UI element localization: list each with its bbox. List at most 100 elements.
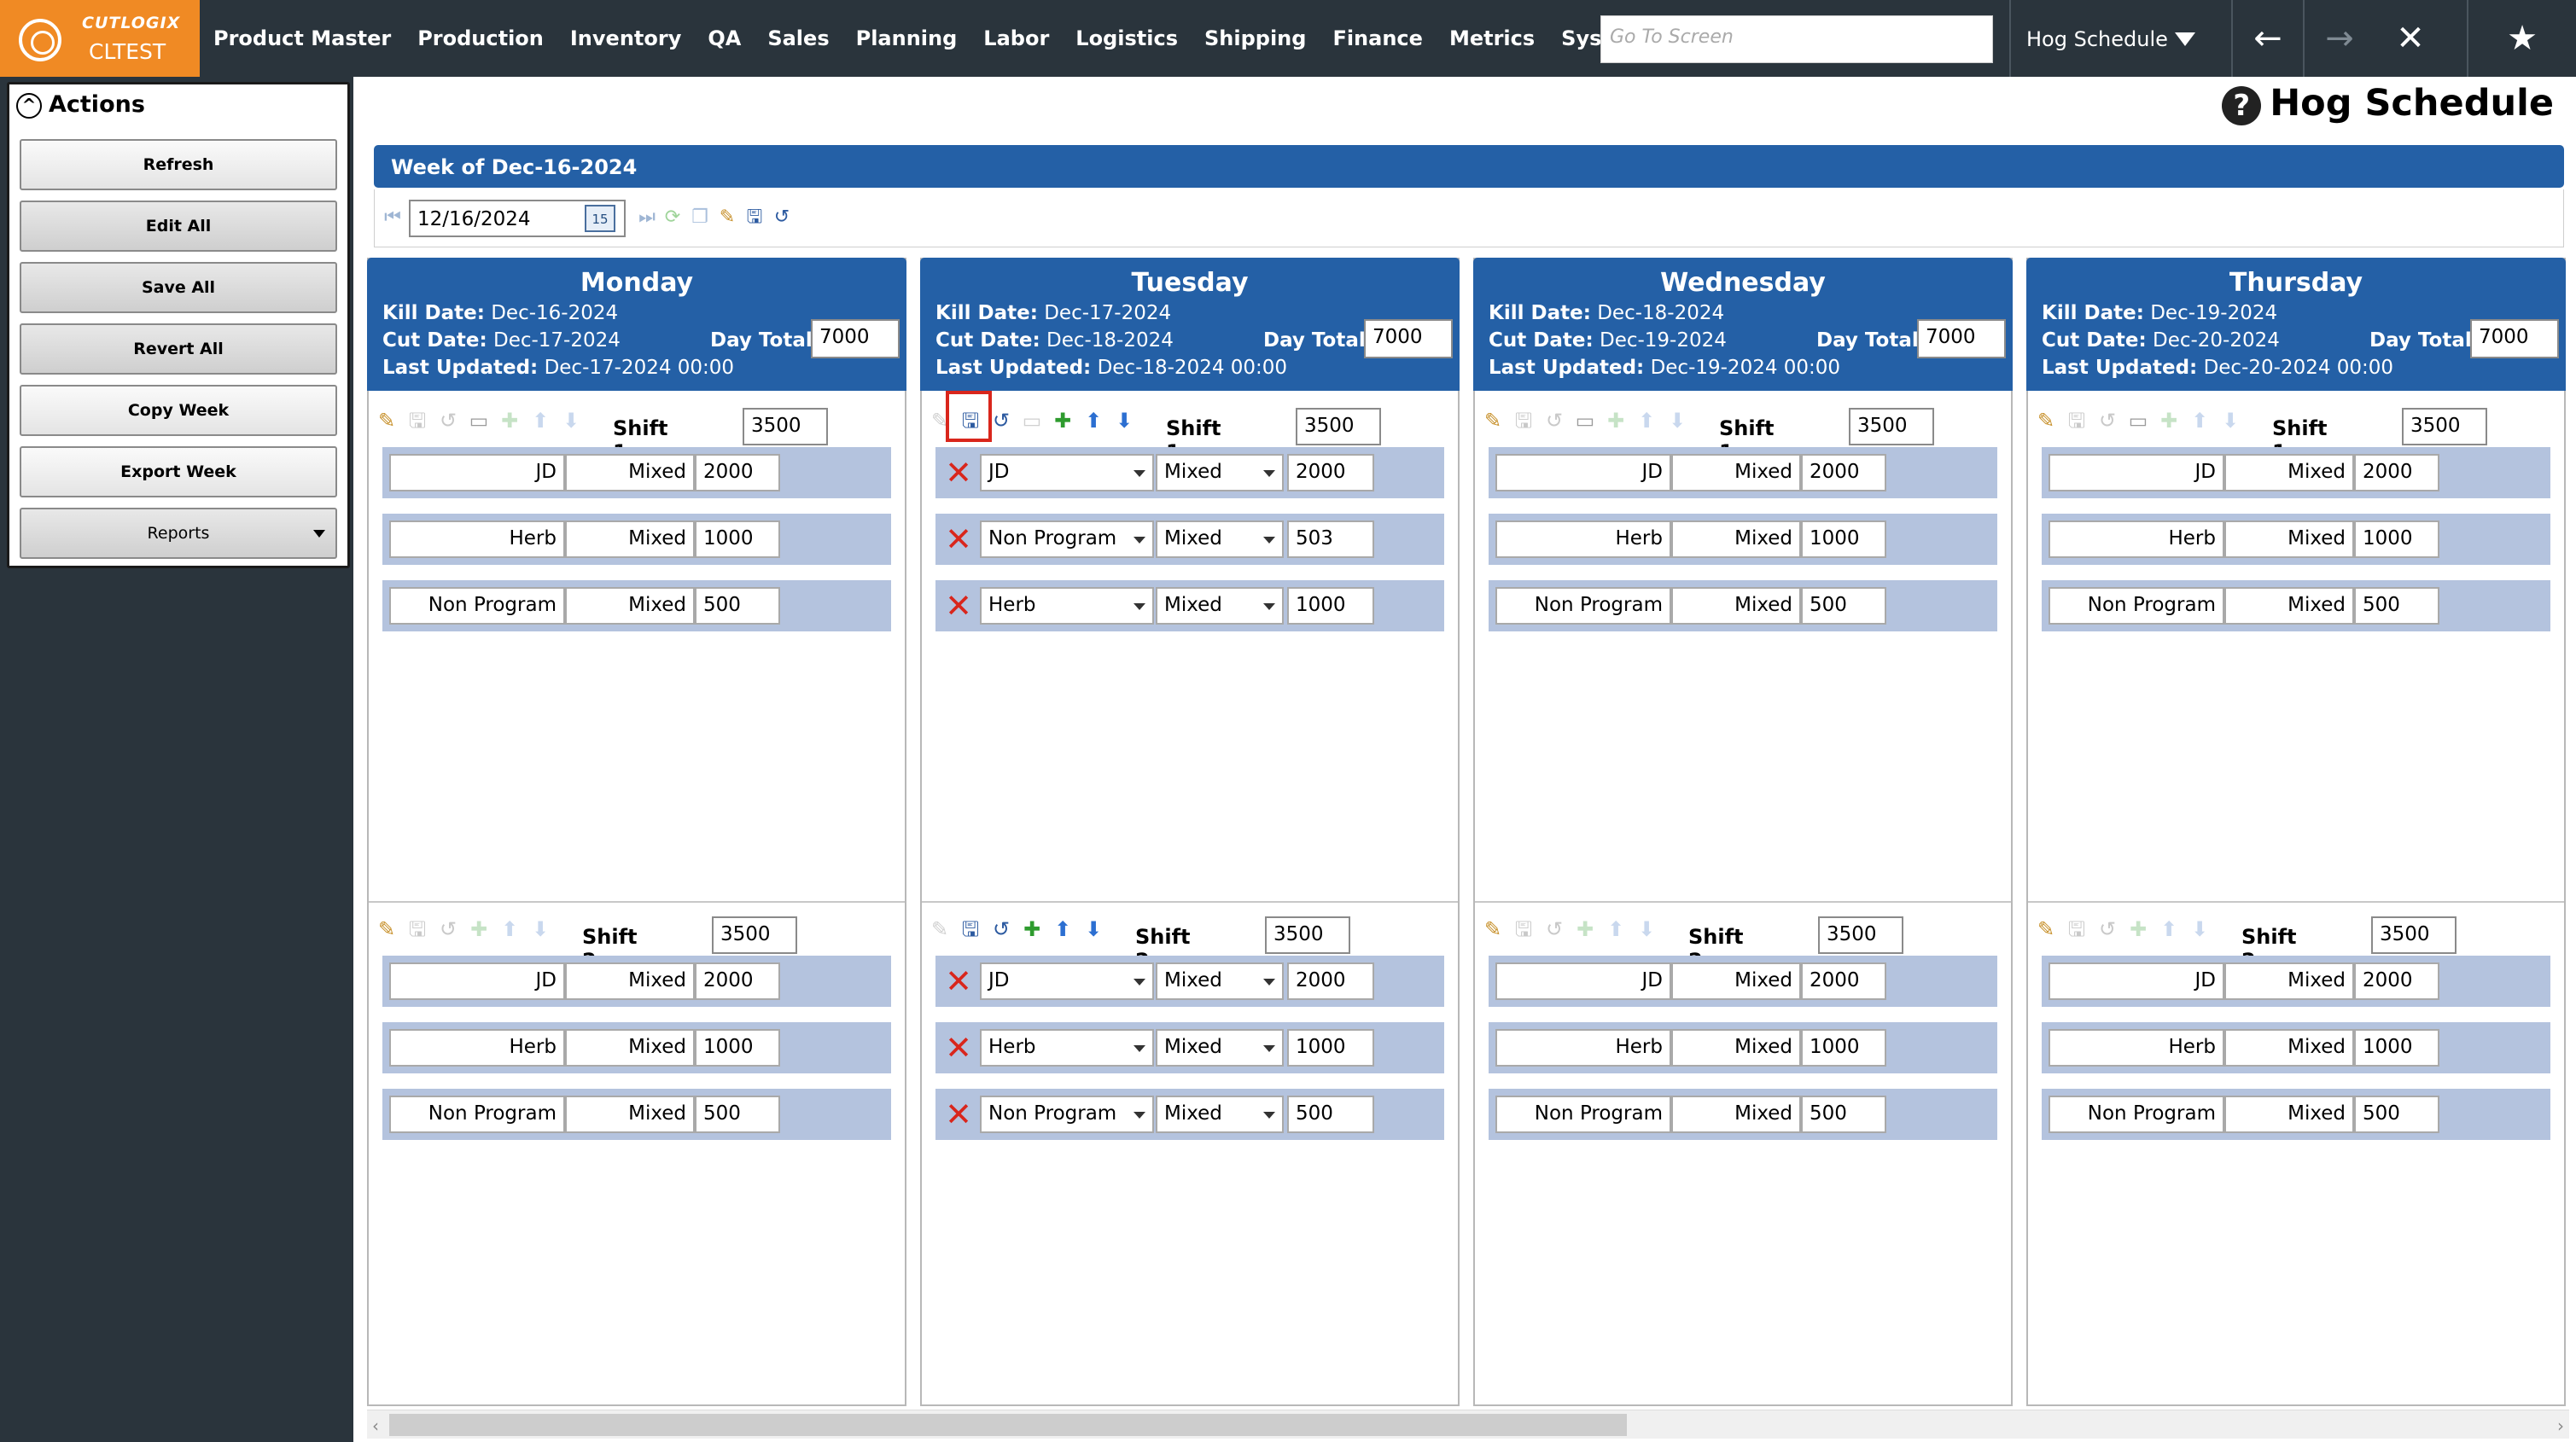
undo-icon[interactable]: ↺ <box>773 206 790 228</box>
x-icon[interactable]: ✕ <box>945 962 972 1000</box>
shift-total-input[interactable]: 3500 <box>1849 408 1934 445</box>
pencil-icon[interactable]: ✎ <box>2037 917 2055 941</box>
arrow-down-icon[interactable]: ⬇ <box>562 409 580 433</box>
arrow-right-icon[interactable]: → <box>2303 0 2375 77</box>
revert-all-button[interactable]: Revert All <box>20 323 337 375</box>
save-icon[interactable]: 🖫 <box>2067 917 2086 941</box>
menu-sales[interactable]: Sales <box>767 26 830 50</box>
star-icon[interactable]: ★ <box>2467 0 2576 77</box>
program-select[interactable]: Herb <box>980 587 1154 625</box>
x-icon[interactable]: ✕ <box>945 1029 972 1067</box>
arrow-up-icon[interactable]: ⬆ <box>1084 409 1103 433</box>
type-select[interactable]: Mixed <box>1156 962 1284 1000</box>
quantity-input[interactable]: 1000 <box>1287 1029 1374 1067</box>
shift-total-input[interactable]: 3500 <box>1265 916 1350 954</box>
scroll-left-icon[interactable]: ‹ <box>372 1416 379 1436</box>
app-logo[interactable]: CUTLOGIX CLTEST <box>0 0 200 77</box>
scrollbar-thumb[interactable] <box>389 1414 1627 1436</box>
undo-icon[interactable]: ↺ <box>992 917 1011 941</box>
arrow-up-icon[interactable]: ⬆ <box>531 409 550 433</box>
quantity-input[interactable]: 2000 <box>1287 962 1374 1000</box>
arrow-down-icon[interactable]: ⬇ <box>1668 409 1687 433</box>
save-icon[interactable]: 🖫 <box>1514 409 1533 433</box>
day-total-input[interactable]: 7000 <box>2470 319 2559 358</box>
pencil-icon[interactable]: ✎ <box>930 917 949 941</box>
plus-icon[interactable]: ✚ <box>2129 917 2148 941</box>
shift-total-input[interactable]: 3500 <box>712 916 797 954</box>
actions-header[interactable]: ^ Actions <box>16 91 145 119</box>
shift-total-input[interactable]: 3500 <box>2371 916 2457 954</box>
menu-logistics[interactable]: Logistics <box>1075 26 1178 50</box>
arrow-left-icon[interactable]: ← <box>2231 0 2303 77</box>
program-select[interactable]: Non Program <box>980 520 1154 558</box>
plus-icon[interactable]: ✚ <box>1053 409 1072 433</box>
arrow-down-icon[interactable]: ⬇ <box>2190 917 2209 941</box>
menu-finance[interactable]: Finance <box>1332 26 1423 50</box>
reports-dropdown[interactable]: Reports <box>20 508 337 559</box>
pencil-icon[interactable]: ✎ <box>719 206 736 228</box>
x-icon[interactable]: ✕ <box>945 587 972 625</box>
arrow-down-icon[interactable]: ⬇ <box>531 917 550 941</box>
edit-all-button[interactable]: Edit All <box>20 201 337 252</box>
pencil-icon[interactable]: ✎ <box>377 917 396 941</box>
arrow-up-icon[interactable]: ⬆ <box>1053 917 1072 941</box>
x-icon[interactable]: ✕ <box>945 1096 972 1133</box>
menu-labor[interactable]: Labor <box>983 26 1050 50</box>
quantity-input[interactable]: 503 <box>1287 520 1374 558</box>
menu-inventory[interactable]: Inventory <box>569 26 682 50</box>
save-all-button[interactable]: Save All <box>20 262 337 313</box>
close-icon[interactable]: ✕ <box>2396 19 2425 58</box>
copy-icon[interactable]: ❐ <box>691 206 708 228</box>
delete-icon[interactable]: ▭ <box>1022 409 1042 433</box>
arrow-down-icon[interactable]: ⬇ <box>1115 409 1134 433</box>
pencil-icon[interactable]: ✎ <box>930 409 949 433</box>
quantity-input[interactable]: 1000 <box>1287 587 1374 625</box>
arrow-up-icon[interactable]: ⬆ <box>1606 917 1625 941</box>
refresh-button[interactable]: Refresh <box>20 139 337 190</box>
save-icon[interactable]: 🖫 <box>746 206 763 228</box>
arrow-up-icon[interactable]: ⬆ <box>2159 917 2178 941</box>
calendar-icon[interactable]: 15 <box>585 205 615 232</box>
arrow-up-icon[interactable]: ⬆ <box>2190 409 2209 433</box>
shift-total-input[interactable]: 3500 <box>2402 408 2487 445</box>
refresh-icon[interactable]: ⟳ <box>664 206 681 228</box>
copy-week-button[interactable]: Copy Week <box>20 385 337 436</box>
pencil-icon[interactable]: ✎ <box>2037 409 2055 433</box>
export-week-button[interactable]: Export Week <box>20 446 337 497</box>
pencil-icon[interactable]: ✎ <box>1483 917 1502 941</box>
arrow-up-icon[interactable]: ⬆ <box>500 917 519 941</box>
horizontal-scrollbar[interactable]: ‹ › <box>367 1410 2569 1439</box>
scroll-right-icon[interactable]: › <box>2557 1416 2564 1436</box>
arrow-down-icon[interactable]: ⬇ <box>1084 917 1103 941</box>
type-select[interactable]: Mixed <box>1156 520 1284 558</box>
plus-icon[interactable]: ✚ <box>1576 917 1594 941</box>
arrow-up-icon[interactable]: ⬆ <box>1637 409 1656 433</box>
save-icon[interactable]: 🖫 <box>961 917 980 941</box>
x-icon[interactable]: ✕ <box>945 454 972 491</box>
day-total-input[interactable]: 7000 <box>1917 319 2006 358</box>
undo-icon[interactable]: ↺ <box>2098 917 2117 941</box>
undo-icon[interactable]: ↺ <box>1545 917 1564 941</box>
program-select[interactable]: JD <box>980 454 1154 491</box>
save-icon[interactable]: 🖫 <box>961 409 980 433</box>
menu-planning[interactable]: Planning <box>855 26 958 50</box>
program-select[interactable]: JD <box>980 962 1154 1000</box>
save-icon[interactable]: 🖫 <box>1514 917 1533 941</box>
day-total-input[interactable]: 7000 <box>1364 319 1453 358</box>
type-select[interactable]: Mixed <box>1156 454 1284 491</box>
type-select[interactable]: Mixed <box>1156 587 1284 625</box>
delete-icon[interactable]: ▭ <box>1575 409 1595 433</box>
shift-total-input[interactable]: 3500 <box>1296 408 1381 445</box>
save-icon[interactable]: 🖫 <box>408 917 427 941</box>
plus-icon[interactable]: ✚ <box>500 409 519 433</box>
menu-production[interactable]: Production <box>417 26 544 50</box>
shift-total-input[interactable]: 3500 <box>743 408 828 445</box>
plus-icon[interactable]: ✚ <box>1606 409 1625 433</box>
quantity-input[interactable]: 2000 <box>1287 454 1374 491</box>
arrow-down-icon[interactable]: ⬇ <box>2221 409 2240 433</box>
last-page-icon[interactable]: ⏭ <box>638 206 656 228</box>
plus-icon[interactable]: ✚ <box>1023 917 1041 941</box>
undo-icon[interactable]: ↺ <box>439 409 458 433</box>
menu-qa[interactable]: QA <box>708 26 742 50</box>
help-icon[interactable]: ? <box>2222 85 2262 125</box>
